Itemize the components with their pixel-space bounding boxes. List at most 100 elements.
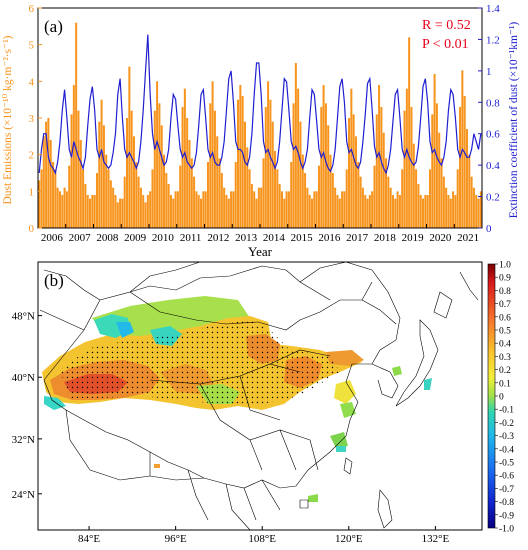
bar-2020-m9 xyxy=(445,187,448,228)
bar-2011-m11 xyxy=(200,198,203,228)
colorbar-tick-label: 0.4 xyxy=(499,340,511,350)
bar-2018-m3 xyxy=(375,114,378,228)
ytick-right-label: 0.8 xyxy=(486,97,500,109)
bar-2006-m7 xyxy=(52,162,55,228)
colorbar-tick-label: -0.8 xyxy=(499,498,514,508)
colorbar-tick-label: -0.6 xyxy=(499,472,514,482)
xtick-label: 2011 xyxy=(180,232,202,244)
bar-2019-m3 xyxy=(403,110,406,228)
colorbar-tick-label: -0.9 xyxy=(499,511,514,521)
bar-2007-m12 xyxy=(91,195,94,228)
bar-2012-m11 xyxy=(227,198,230,228)
bar-2016-m5 xyxy=(324,103,327,228)
bar-2008-m12 xyxy=(119,198,122,228)
bar-2013-m12 xyxy=(257,187,260,228)
bar-2009-m12 xyxy=(146,195,149,228)
bar-2010-m6 xyxy=(160,125,163,228)
bar-2011-m3 xyxy=(181,107,184,228)
bar-2013-m2 xyxy=(234,162,237,228)
bar-2020-m11 xyxy=(449,198,452,228)
x-axis-label: Year xyxy=(248,244,273,259)
bar-2009-m10 xyxy=(142,195,145,228)
bar-2019-m6 xyxy=(410,107,413,228)
colorbar-ticks: 1.0 0.9 0.8 0.7 0.6 0.5 0.4 0.3 0.2 0.1 0 -0.1 -0.2 -… xyxy=(495,261,514,535)
xtick-label: 2006 xyxy=(41,232,64,244)
bar-2007-m4 xyxy=(72,85,75,228)
bar-2007-m11 xyxy=(89,198,92,228)
bar-2013-m8 xyxy=(248,169,251,228)
bar-2006-m1 xyxy=(38,180,41,228)
bar-2016-m3 xyxy=(320,107,323,228)
bar-2012-m6 xyxy=(216,136,219,228)
stat-r: R = 0.52 xyxy=(422,18,471,33)
ytick-left-label: 6 xyxy=(29,3,35,15)
bar-2021-m12 xyxy=(479,191,482,228)
xtick-label: 2020 xyxy=(429,232,452,244)
bar-2007-m10 xyxy=(86,195,89,228)
bar-2019-m2 xyxy=(401,169,404,228)
lon-tick-label: 120°E xyxy=(335,533,363,545)
bar-2006-m4 xyxy=(45,121,48,228)
ytick-right-label: 0.6 xyxy=(486,129,500,141)
bar-2020-m2 xyxy=(428,169,431,228)
bar-2008-m8 xyxy=(109,180,112,228)
bar-2021-m7 xyxy=(468,154,471,228)
latitude-ticks: 48°N 40°N 32°N 24°N xyxy=(12,311,42,501)
bar-2009-m4 xyxy=(128,66,131,229)
bar-2016-m10 xyxy=(336,195,339,228)
bar-2010-m9 xyxy=(167,184,170,228)
bar-2009-m7 xyxy=(135,162,138,228)
bar-2007-m1 xyxy=(65,191,68,228)
bar-2018-m11 xyxy=(394,198,397,228)
bar-2008-m9 xyxy=(112,187,115,228)
field-west-cyan xyxy=(44,396,66,410)
bar-2019-m4 xyxy=(405,88,408,229)
russia-border xyxy=(129,262,331,301)
bar-2017-m3 xyxy=(348,118,351,228)
bar-2015-m2 xyxy=(290,162,293,228)
x-axis: 2006 2007 2008 2009 2010 2011 2012 2013 2014 2015… xyxy=(37,224,479,244)
xtick-label: 2017 xyxy=(346,232,369,244)
xtick-label: 2021 xyxy=(457,232,479,244)
bar-2007-m2 xyxy=(68,165,71,228)
field-northeast-orange xyxy=(326,350,364,366)
bar-2017-m7 xyxy=(357,162,360,228)
japan-coast xyxy=(395,291,453,407)
bar-2018-m10 xyxy=(391,195,394,228)
ytick-right-label: 0.4 xyxy=(486,160,500,172)
panel-b: (b) 48°N 40°N 32°N 24°N 84°E 96°E 108°E 120°E 1… xyxy=(12,261,515,546)
bar-2013-m4 xyxy=(239,85,242,228)
colorbar-tick-label: 0.1 xyxy=(499,379,511,389)
bar-2012-m7 xyxy=(218,158,221,228)
bar-2018-m4 xyxy=(378,85,381,228)
bar-2010-m11 xyxy=(172,198,175,228)
map-area xyxy=(39,262,479,530)
bar-2016-m2 xyxy=(317,165,320,228)
bar-2012-m5 xyxy=(213,110,216,228)
bar-2011-m6 xyxy=(188,140,191,228)
bar-2009-m3 xyxy=(126,118,129,228)
bar-2021-m9 xyxy=(472,187,475,228)
kazakh-border xyxy=(39,269,101,331)
bar-2013-m9 xyxy=(250,184,253,228)
left-axis: 0 1 2 3 4 5 6 xyxy=(29,3,42,235)
bar-2014-m4 xyxy=(267,81,270,228)
bar-2008-m2 xyxy=(95,173,98,228)
bar-2007-m8 xyxy=(82,169,85,228)
colorbar-tick-label: 0.3 xyxy=(499,353,511,363)
colorbar-tick-label: 0.7 xyxy=(499,300,511,310)
bar-2014-m8 xyxy=(276,169,279,228)
bar-2007-m6 xyxy=(77,110,80,228)
bar-2015-m10 xyxy=(308,195,311,228)
bar-2008-m7 xyxy=(107,169,110,228)
bar-2009-m2 xyxy=(123,176,126,228)
xtick-label: 2013 xyxy=(235,232,258,244)
bar-2018-m1 xyxy=(371,191,374,228)
bar-2007-m7 xyxy=(79,140,82,228)
bar-2021-m8 xyxy=(470,176,473,228)
bar-2011-m12 xyxy=(202,191,205,228)
bar-2011-m10 xyxy=(197,195,200,228)
bar-2017-m4 xyxy=(350,88,353,229)
bar-2014-m6 xyxy=(271,121,274,228)
